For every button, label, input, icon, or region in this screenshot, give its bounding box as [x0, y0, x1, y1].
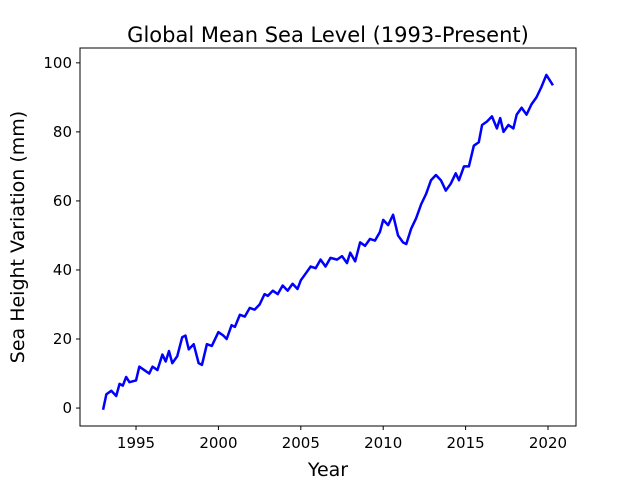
- y-axis-label: Sea Height Variation (mm): [7, 111, 29, 363]
- chart-title: Global Mean Sea Level (1993-Present): [127, 23, 529, 47]
- x-tick-label: 2020: [529, 434, 567, 452]
- y-tick-label: 20: [53, 330, 72, 348]
- x-axis-label: Year: [307, 459, 348, 480]
- y-tick-label: 80: [53, 123, 72, 141]
- x-tick-label: 2005: [282, 434, 320, 452]
- x-tick-label: 1995: [117, 434, 155, 452]
- y-tick-label: 100: [43, 54, 72, 72]
- y-tick-label: 40: [53, 261, 72, 279]
- y-tick-label: 0: [62, 399, 72, 417]
- x-tick-label: 2015: [447, 434, 485, 452]
- plot-frame: [79, 47, 577, 427]
- y-tick-label: 60: [53, 192, 72, 210]
- x-tick-label: 2010: [364, 434, 402, 452]
- x-tick-label: 2000: [199, 434, 237, 452]
- data-line: [101, 73, 554, 411]
